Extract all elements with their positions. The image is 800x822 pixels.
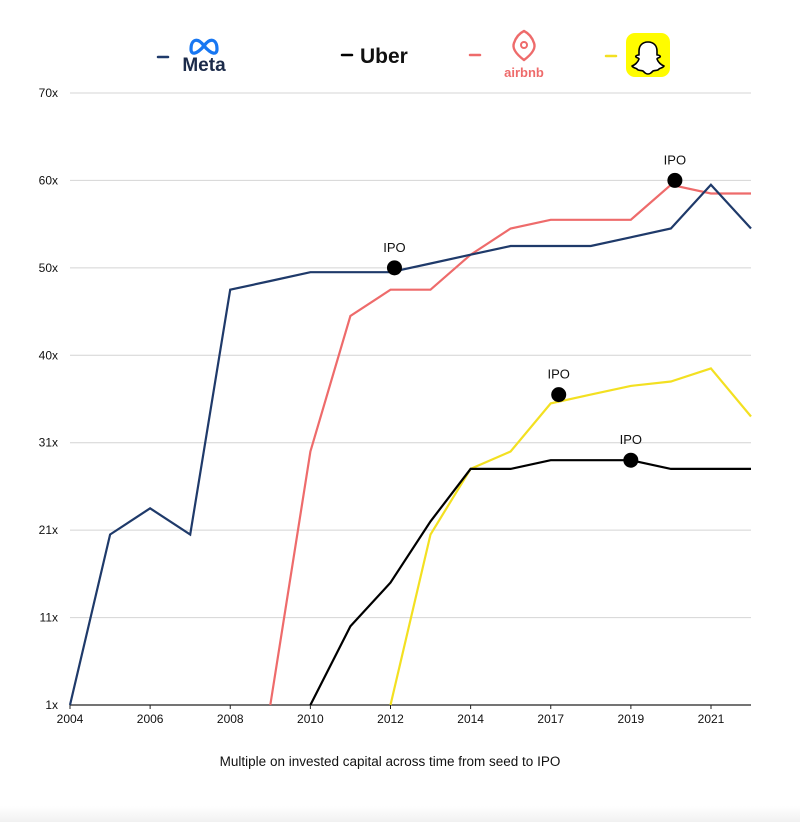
ipo-marker-airbnb <box>667 172 683 188</box>
y-tick-label: 70x <box>39 86 58 100</box>
y-axis: 1x 11x 21x 31x 40x 50x 60x 70x <box>39 86 58 712</box>
x-tick-label: 2010 <box>297 712 324 726</box>
x-tick-label: 2004 <box>57 712 84 726</box>
x-tick-label: 2006 <box>137 712 164 726</box>
ipo-label-airbnb: IPO <box>664 152 686 167</box>
legend-label-meta: Meta <box>182 55 226 76</box>
series-line-meta <box>68 183 752 706</box>
series-line-uber <box>309 459 751 706</box>
ipo-marker-uber <box>623 452 639 468</box>
y-tick-label: 1x <box>45 698 58 712</box>
series-layer <box>68 183 752 706</box>
y-tick-label: 50x <box>39 261 58 275</box>
y-tick-label: 11x <box>40 611 58 625</box>
x-tick-label: 2014 <box>457 712 484 726</box>
x-tick-label: 2019 <box>618 712 645 726</box>
meta-logo-icon <box>189 38 219 55</box>
legend-label-uber: Uber <box>360 45 408 68</box>
y-tick-label: 21x <box>39 523 58 537</box>
ipo-marker-snapchat <box>551 387 567 403</box>
legend: Meta Uber airbnb <box>156 29 670 80</box>
snapchat-ghost-logo-icon <box>626 33 670 77</box>
bottom-fade <box>0 806 800 822</box>
series-line-airbnb <box>269 183 751 706</box>
ipo-markers: IPO IPO IPO IPO <box>383 152 686 468</box>
ipo-label-snapchat: IPO <box>548 367 570 382</box>
ipo-label-meta: IPO <box>383 240 405 255</box>
ipo-marker-meta <box>386 260 402 276</box>
chart-caption: Multiple on invested capital across time… <box>220 754 561 769</box>
legend-label-airbnb: airbnb <box>504 65 544 80</box>
x-tick-label: 2012 <box>377 712 404 726</box>
x-tick-label: 2021 <box>698 712 725 726</box>
y-tick-label: 31x <box>39 436 58 450</box>
airbnb-logo-icon <box>512 29 536 62</box>
ipo-label-uber: IPO <box>620 432 642 447</box>
series-line-snapchat <box>389 367 752 706</box>
y-tick-label: 40x <box>39 348 58 362</box>
x-tick-label: 2008 <box>217 712 244 726</box>
x-tick-label: 2017 <box>537 712 564 726</box>
x-axis: 2004 2006 2008 2010 2012 2014 2017 2019 2021 <box>57 705 725 726</box>
grid-lines <box>70 92 751 706</box>
y-tick-label: 60x <box>39 173 58 187</box>
